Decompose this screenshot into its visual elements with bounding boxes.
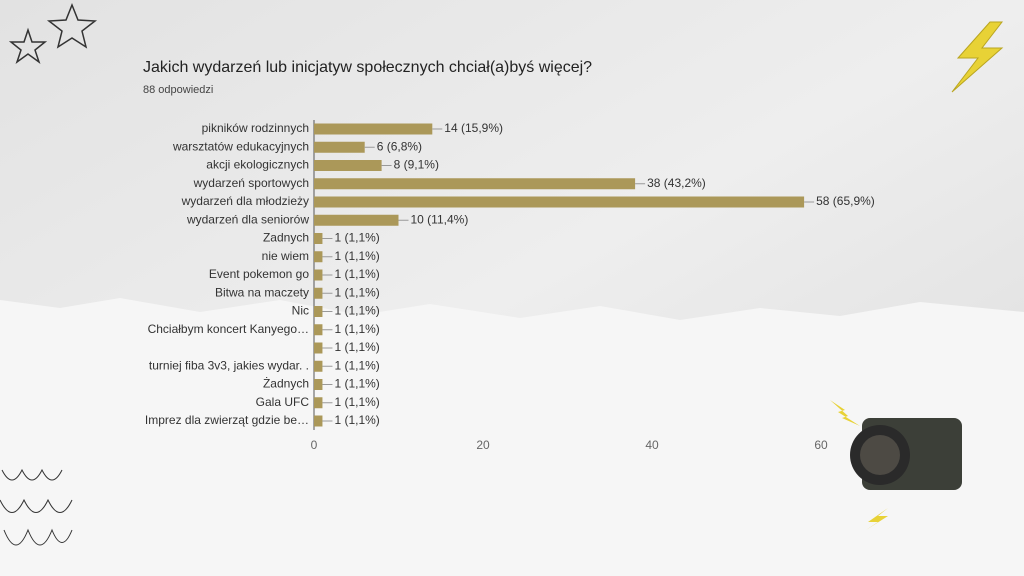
value-label: 8 (9,1%) [394,158,439,172]
value-label: 1 (1,1%) [334,304,379,318]
y-tick-label: akcji ekologicznych [206,158,309,172]
star-icon [8,27,48,64]
y-tick-label: Bitwa na maczety [215,285,309,299]
value-label: 1 (1,1%) [334,377,379,391]
bar [314,214,399,226]
star-icon [46,2,98,49]
bar [314,269,323,281]
x-tick-label: 40 [645,438,659,452]
bar [314,342,323,354]
value-label: 1 (1,1%) [334,285,379,299]
bar [314,233,323,244]
y-tick-label: Gala UFC [256,395,310,409]
value-label: 1 (1,1%) [334,322,379,336]
bar [314,123,433,135]
chart-subtitle: 88 odpowiedzi [143,84,213,96]
value-label: 58 (65,9%) [816,194,875,208]
y-tick-label: pikników rodzinnych [202,121,309,135]
torn-paper [0,298,1024,576]
y-tick-label: Żadnych [263,377,309,391]
lightning-icon [830,400,860,426]
bar [314,324,323,336]
camera-icon [850,418,962,490]
bar [314,360,323,372]
scribble [0,468,73,546]
value-label: 38 (43,2%) [647,176,706,190]
x-tick-label: 20 [476,438,490,452]
chart-title: Jakich wydarzeń lub inicjatyw społecznyc… [143,59,592,76]
value-label: 1 (1,1%) [334,231,379,245]
value-label: 1 (1,1%) [334,249,379,263]
x-tick-label: 0 [311,438,318,452]
bar [314,415,323,427]
y-tick-label: wydarzeń dla seniorów [186,212,309,226]
value-label: 1 (1,1%) [334,267,379,281]
lightning-icon [866,508,888,530]
bar [314,287,323,299]
value-label: 1 (1,1%) [334,340,379,354]
lightning-icon [951,21,1004,93]
y-tick-label: turniej fiba 3v3, jakies wydar. . [149,358,309,372]
y-tick-label: wydarzeń dla młodzieży [181,194,309,208]
bar [314,196,805,208]
x-tick-label: 60 [814,438,828,452]
bar [314,251,323,263]
value-label: 10 (11,4%) [411,212,469,226]
value-label: 14 (15,9%) [444,121,503,135]
y-tick-label: warsztatów edukacyjnych [172,139,309,153]
bar [314,397,323,409]
value-label: 1 (1,1%) [334,395,379,409]
bar [314,306,323,317]
value-label: 6 (6,8%) [377,139,422,153]
y-tick-label: wydarzeń sportowych [193,176,309,190]
y-tick-label: nie wiem [262,249,309,263]
y-tick-label: Nic [292,304,309,318]
bar [314,379,323,390]
y-tick-label: Event pokemon go [209,267,309,281]
y-tick-label: Zadnych [263,231,309,245]
value-label: 1 (1,1%) [334,413,379,427]
y-tick-label: Imprez dla zwierząt gdzie be… [145,413,309,427]
y-tick-label: Chciałbym koncert Kanyego… [148,322,309,336]
bar [314,160,382,171]
bar [314,141,365,153]
value-label: 1 (1,1%) [334,358,379,372]
bar [314,178,636,190]
